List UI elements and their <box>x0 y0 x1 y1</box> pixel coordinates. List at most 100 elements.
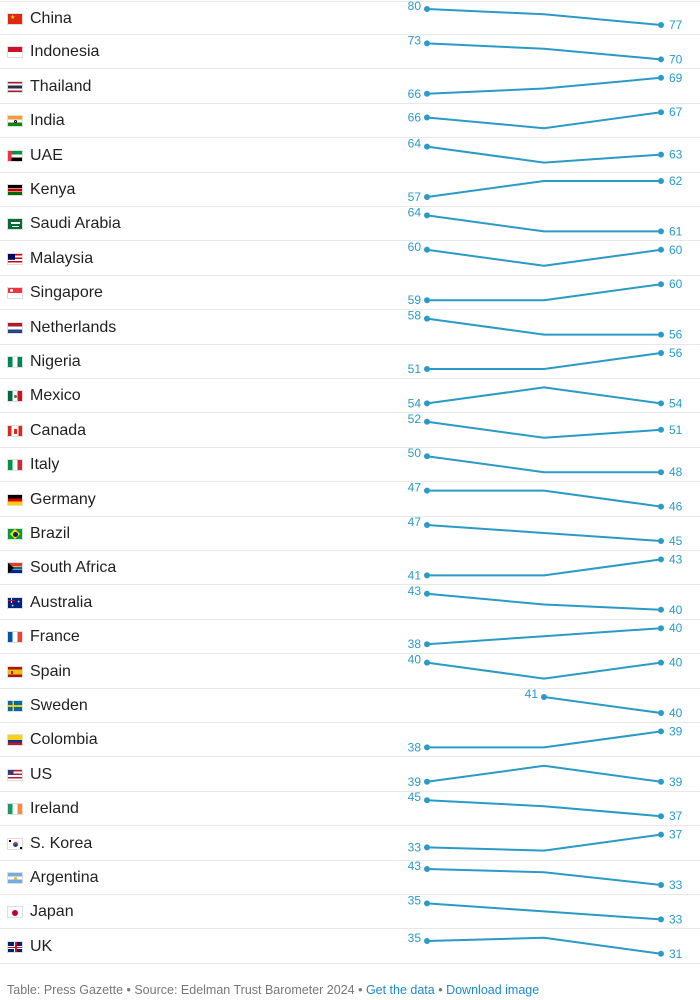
end-point <box>658 659 664 666</box>
start-point <box>424 212 430 219</box>
sparkline-path <box>426 902 662 921</box>
sparkline-us: 39 39 <box>408 764 683 789</box>
start-point <box>424 572 430 579</box>
start-point <box>424 487 430 494</box>
country-name: Saudi Arabia <box>30 215 121 233</box>
end-value-label: 69 <box>669 71 683 85</box>
sparkline-th: 66 69 <box>408 71 683 101</box>
sparkline-de: 47 46 <box>408 481 683 514</box>
table-row: France <box>0 620 700 655</box>
start-value-label: 40 <box>408 653 422 667</box>
sparkline-jp: 35 33 <box>408 893 683 926</box>
end-point <box>658 556 664 563</box>
start-value-label: 59 <box>408 293 422 307</box>
download-image-link[interactable]: Download image <box>446 983 540 997</box>
country-name: Australia <box>30 593 93 611</box>
start-point <box>424 297 430 304</box>
start-value-label: 57 <box>408 190 422 204</box>
table-row: UAE <box>0 139 700 173</box>
get-data-link[interactable]: Get the data <box>365 983 435 997</box>
sparkline-path <box>426 283 662 302</box>
start-point <box>424 797 430 804</box>
end-point <box>658 778 664 785</box>
sparkline-co: 38 39 <box>408 724 683 754</box>
country-name: Thailand <box>30 77 92 95</box>
end-value-label: 43 <box>669 552 683 566</box>
table-row: Italy <box>0 448 700 483</box>
end-point <box>658 728 664 735</box>
start-point <box>424 844 430 851</box>
end-value-label: 37 <box>669 828 683 842</box>
flag-my-icon <box>7 252 23 265</box>
sparkline-it: 50 48 <box>408 446 683 479</box>
flag-gb-icon <box>7 940 23 953</box>
flag-cn-icon: ★ <box>7 13 23 25</box>
start-point <box>424 866 430 872</box>
end-value-label: 40 <box>669 621 683 635</box>
country-name: Colombia <box>30 731 98 749</box>
end-point <box>658 538 664 544</box>
start-value-label: 39 <box>408 775 422 789</box>
sparkline-path <box>426 936 662 955</box>
sparkline-path <box>426 180 662 198</box>
table-row: Singapore <box>0 276 700 311</box>
country-name: Indonesia <box>30 43 100 61</box>
flag-sg-icon <box>7 287 23 300</box>
table-row: Nigeria <box>0 345 700 379</box>
sparkline-ca: 52 51 <box>408 412 683 439</box>
sparkline-gb: 35 31 <box>408 931 683 961</box>
sparkline-cn: 80 77 <box>408 0 683 32</box>
table-row: South Africa <box>0 551 700 586</box>
start-point <box>424 453 430 460</box>
country-name: Ireland <box>30 800 79 818</box>
flag-sa-icon <box>7 218 23 231</box>
start-point <box>424 400 430 407</box>
country-name: Singapore <box>30 284 103 302</box>
flag-ca-icon <box>7 424 23 437</box>
start-point <box>424 778 430 785</box>
start-value-label: 66 <box>408 111 422 125</box>
country-name: France <box>30 628 80 646</box>
sparkline-sg: 59 60 <box>408 277 683 307</box>
country-name: UK <box>30 937 53 955</box>
end-point <box>658 228 664 235</box>
end-value-label: 33 <box>669 878 683 892</box>
flag-ke-icon <box>7 184 23 196</box>
footer: Table: Press Gazette • Source: Edelman T… <box>7 983 539 997</box>
start-value-label: 47 <box>408 481 422 495</box>
end-value-label: 56 <box>669 346 683 360</box>
end-value-label: 40 <box>669 706 683 720</box>
start-value-label: 41 <box>408 568 422 582</box>
end-point <box>658 350 664 356</box>
flag-de-icon <box>7 493 23 506</box>
end-point <box>658 950 664 957</box>
sparkline-path <box>426 214 662 233</box>
start-point <box>424 900 430 907</box>
sparkline-path <box>426 627 662 646</box>
start-value-label: 33 <box>408 840 422 854</box>
start-point <box>424 938 430 944</box>
table-row: Kenya <box>0 173 700 207</box>
start-value-label: 35 <box>408 893 422 907</box>
sparkline-au: 43 40 <box>408 584 683 617</box>
end-point <box>658 606 664 613</box>
sparkline-path <box>426 558 662 577</box>
flag-ar-icon <box>7 872 23 884</box>
flag-ng-icon <box>7 356 23 368</box>
sparkline-path <box>426 455 662 474</box>
country-name: Mexico <box>30 387 81 405</box>
end-value-label: 31 <box>669 947 683 961</box>
flag-ie-icon <box>7 803 23 816</box>
end-point <box>658 426 664 433</box>
flag-kr-icon <box>7 837 23 850</box>
start-point <box>424 194 430 200</box>
start-value-label: 45 <box>408 790 422 804</box>
sparkline-path <box>426 730 662 749</box>
country-name: Spain <box>30 662 71 680</box>
sparkline-path <box>426 8 662 26</box>
start-point <box>424 590 430 597</box>
start-value-label: 52 <box>408 412 422 426</box>
start-point <box>424 641 430 648</box>
table-row: Germany <box>0 483 700 517</box>
